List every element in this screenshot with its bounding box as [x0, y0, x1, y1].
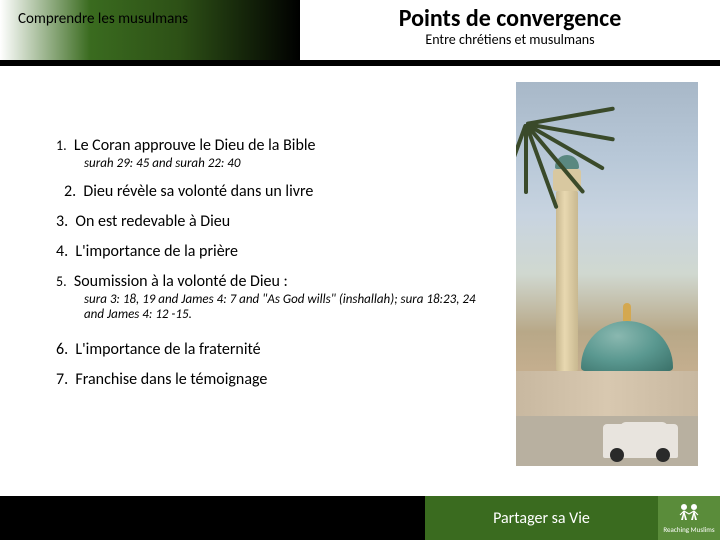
- point-text: 7. Franchise dans le témoignage: [56, 370, 476, 389]
- footer-logo-panel: Reaching Muslims: [658, 496, 720, 540]
- point-number: 1.: [56, 137, 67, 154]
- point-label: L'importance de la fraternité: [75, 340, 260, 359]
- point-number: 5.: [56, 273, 67, 290]
- point-text: 6. L'importance de la fraternité: [56, 340, 476, 359]
- point-label: Le Coran approuve le Dieu de la Bible: [74, 136, 316, 155]
- point-item: 7. Franchise dans le témoignage: [56, 370, 476, 389]
- header-right-panel: Points de convergence Entre chrétiens et…: [300, 0, 720, 60]
- footer-logo-label: Reaching Muslims: [663, 525, 714, 534]
- point-text: 1. Le Coran approuve le Dieu de la Bible: [56, 136, 476, 155]
- point-number: 6.: [56, 340, 68, 359]
- footer-left-panel: [0, 496, 425, 540]
- point-label: L'importance de la prière: [75, 242, 238, 261]
- points-list: 1. Le Coran approuve le Dieu de la Bible…: [56, 136, 476, 400]
- point-reference: sura 3: 18, 19 and James 4: 7 and "As Go…: [84, 292, 476, 322]
- wheel-icon: [610, 448, 624, 462]
- point-item: 3. On est redevable à Dieu: [56, 212, 476, 231]
- point-text: 4. L'importance de la prière: [56, 242, 476, 261]
- point-item: 6. L'importance de la fraternité: [56, 340, 476, 359]
- point-label: On est redevable à Dieu: [75, 212, 230, 231]
- content-area: 1. Le Coran approuve le Dieu de la Bible…: [0, 66, 720, 496]
- point-number: 4.: [56, 242, 68, 261]
- wall-icon: [516, 371, 698, 416]
- point-label: Soumission à la volonté de Dieu :: [74, 272, 288, 291]
- point-text: 5. Soumission à la volonté de Dieu :: [56, 272, 476, 291]
- dome-icon: [581, 321, 673, 371]
- footer: Partager sa Vie Reaching Muslims: [0, 496, 720, 540]
- point-text: 2. Dieu révèle sa volonté dans un livre: [64, 182, 476, 201]
- header-left-panel: Comprendre les musulmans: [0, 0, 300, 60]
- point-item: 5. Soumission à la volonté de Dieu : sur…: [56, 272, 476, 322]
- point-item: 2. Dieu révèle sa volonté dans un livre: [64, 182, 476, 201]
- point-item: 4. L'importance de la prière: [56, 242, 476, 261]
- header-context-label: Comprendre les musulmans: [18, 10, 188, 28]
- point-number: 7.: [56, 370, 68, 389]
- point-text: 3. On est redevable à Dieu: [56, 212, 476, 231]
- point-item: 1. Le Coran approuve le Dieu de la Bible…: [56, 136, 476, 171]
- minaret-icon: [556, 191, 578, 371]
- point-number: 3.: [56, 212, 68, 231]
- palm-icon: [516, 82, 636, 202]
- mosque-image: [516, 82, 698, 466]
- footer-tagline: Partager sa Vie: [493, 509, 590, 528]
- point-number: 2.: [64, 182, 76, 201]
- point-label: Dieu révèle sa volonté dans un livre: [83, 182, 313, 201]
- point-label: Franchise dans le témoignage: [75, 370, 267, 389]
- point-reference: surah 29: 45 and surah 22: 40: [84, 156, 476, 171]
- people-icon: [675, 502, 703, 524]
- page-title: Points de convergence: [399, 4, 622, 33]
- header: Comprendre les musulmans Points de conve…: [0, 0, 720, 60]
- footer-mid-panel: Partager sa Vie: [425, 496, 658, 540]
- wheel-icon: [656, 448, 670, 462]
- dome-finial-icon: [623, 303, 631, 321]
- page-subtitle: Entre chrétiens et musulmans: [425, 31, 594, 48]
